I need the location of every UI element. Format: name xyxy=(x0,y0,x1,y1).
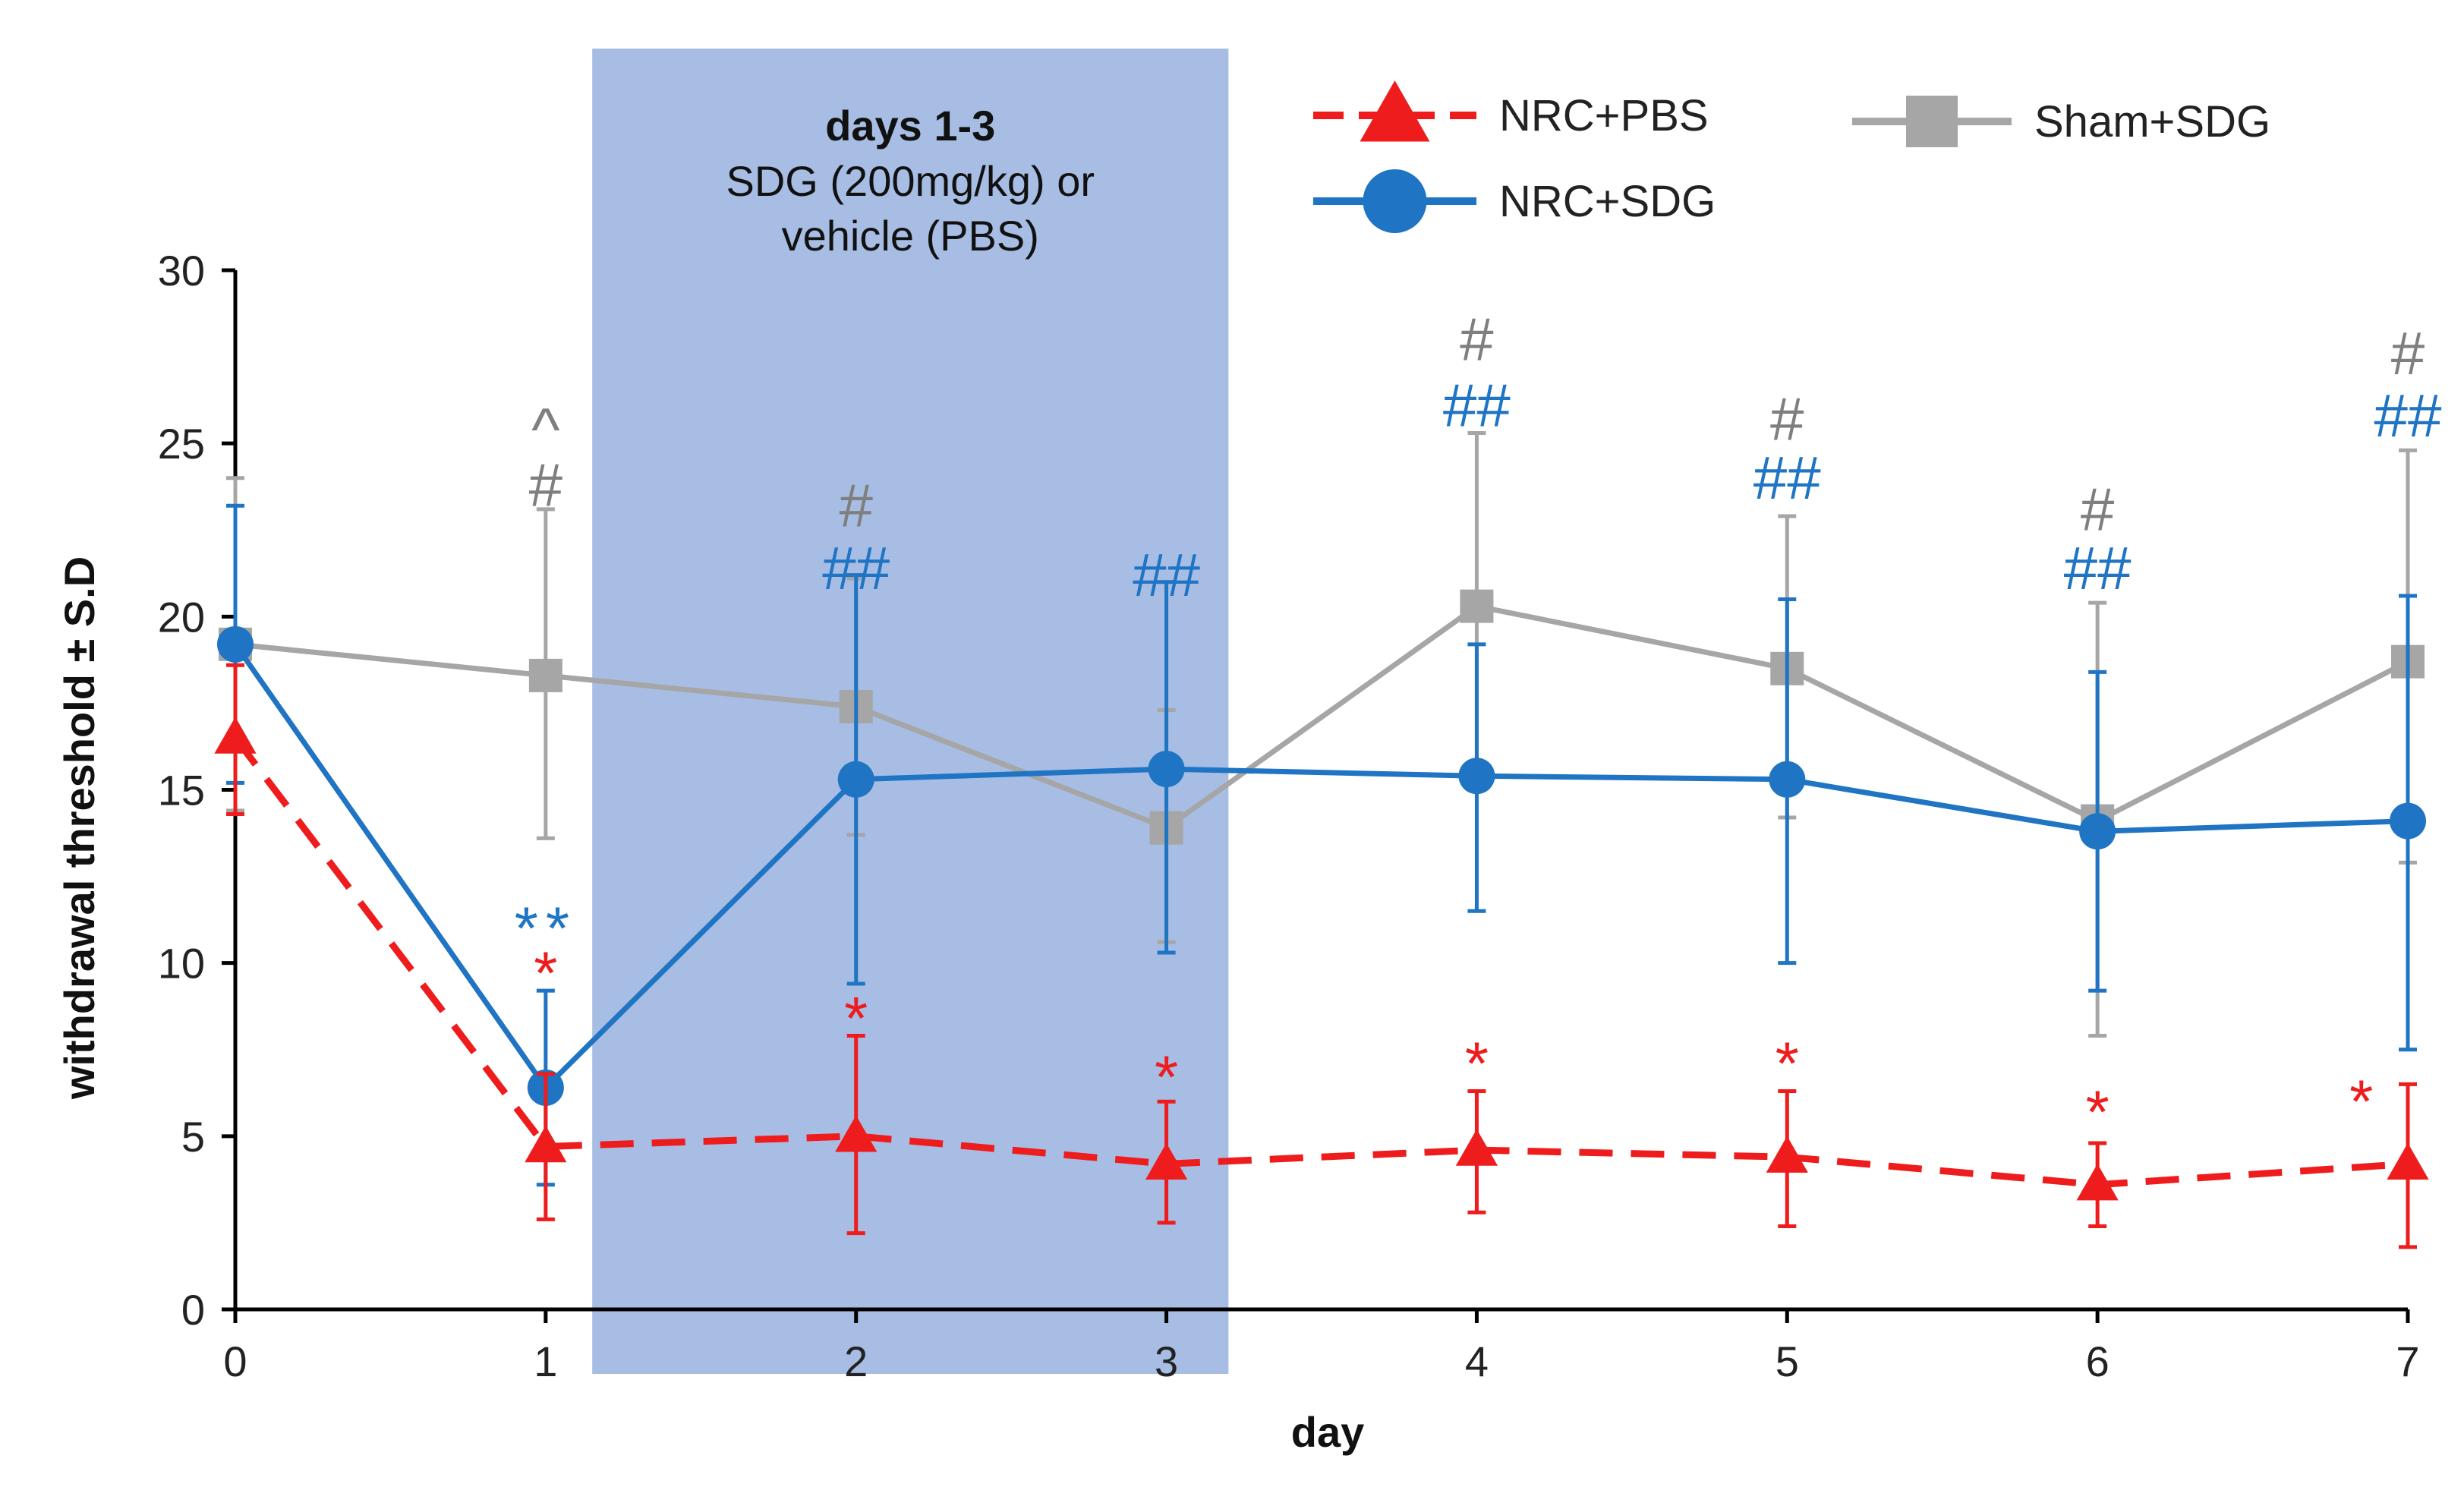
y-tick-label: 20 xyxy=(158,593,205,641)
y-tick-label: 0 xyxy=(181,1286,205,1334)
circle-marker xyxy=(1769,761,1806,798)
significance-mark: # xyxy=(1770,386,1804,453)
series-nrc-pbs xyxy=(214,663,2429,1249)
y-tick-label: 15 xyxy=(158,767,205,814)
significance-mark: # xyxy=(529,451,563,518)
significance-mark: ## xyxy=(822,534,890,602)
significance-mark: * xyxy=(1155,1044,1178,1111)
legend-item-sham-sdg: Sham+SDG xyxy=(1852,96,2270,147)
treatment-window-title: days 1-3 xyxy=(825,102,995,150)
legend-label: Sham+SDG xyxy=(2034,97,2270,146)
triangle-marker xyxy=(214,717,257,754)
legend: NRC+PBS NRC+SDG Sham+SDG xyxy=(1313,80,2270,233)
treatment-window-band xyxy=(592,49,1229,1374)
significance-mark: # xyxy=(1460,306,1494,373)
triangle-marker xyxy=(525,1125,567,1163)
triangle-marker xyxy=(2076,1164,2119,1201)
significance-mark: * xyxy=(534,940,557,1007)
circle-marker xyxy=(217,625,254,663)
circle-marker xyxy=(2390,802,2426,840)
legend-label: NRC+SDG xyxy=(1499,177,1716,226)
x-tick-label: 5 xyxy=(1776,1337,1799,1385)
series-nrc-sdg xyxy=(217,503,2426,1187)
treatment-window: days 1-3 SDG (200mg/kg) or vehicle (PBS) xyxy=(592,49,1229,1374)
significance-mark: # xyxy=(2391,320,2425,387)
significance-mark: * xyxy=(1776,1029,1799,1097)
x-tick-label: 4 xyxy=(1465,1337,1489,1385)
square-marker xyxy=(1460,589,1494,623)
circle-marker xyxy=(837,761,874,798)
x-tick-label: 6 xyxy=(2086,1337,2110,1385)
axes: withdrawal threshold ± S.D day 051015202… xyxy=(55,247,2420,1456)
y-tick-label: 10 xyxy=(158,940,205,988)
y-tick-label: 30 xyxy=(158,247,205,295)
significance-annotations: ^#***###*##*###*###*###*###* xyxy=(515,306,2442,1146)
significance-mark: * xyxy=(2086,1078,2110,1145)
series-line-nrc-sdg xyxy=(233,642,2409,1091)
significance-mark: ## xyxy=(1133,541,1200,609)
significance-mark: # xyxy=(839,472,873,540)
x-tick-label: 7 xyxy=(2396,1337,2419,1385)
triangle-marker xyxy=(1766,1136,1808,1173)
significance-mark: ## xyxy=(2374,382,2442,449)
circle-marker xyxy=(2079,813,2116,850)
significance-mark: ## xyxy=(2064,534,2132,602)
significance-mark: * xyxy=(2349,1068,2373,1136)
significance-mark: ## xyxy=(1443,371,1511,439)
triangle-marker xyxy=(1145,1142,1188,1180)
significance-mark: ^ xyxy=(531,395,560,463)
square-marker xyxy=(1906,96,1958,147)
x-axis-title: day xyxy=(1291,1408,1365,1456)
treatment-window-line-1: SDG (200mg/kg) or xyxy=(726,157,1095,205)
circle-marker xyxy=(1458,758,1495,795)
y-tick-label: 5 xyxy=(181,1113,205,1161)
treatment-window-line-2: vehicle (PBS) xyxy=(782,212,1039,260)
circle-marker xyxy=(1148,751,1185,788)
significance-mark: ## xyxy=(1753,444,1821,512)
triangle-marker xyxy=(2387,1142,2429,1180)
series xyxy=(214,430,2429,1249)
legend-item-nrc-pbs: NRC+PBS xyxy=(1313,80,1709,142)
triangle-marker xyxy=(1455,1129,1498,1166)
significance-mark: * xyxy=(1465,1029,1489,1097)
significance-mark: # xyxy=(2081,475,2115,543)
series-line-nrc-pbs xyxy=(232,736,2409,1189)
series-line-sham-sdg xyxy=(235,603,2409,831)
x-tick-label: 0 xyxy=(223,1337,247,1385)
legend-label: NRC+PBS xyxy=(1499,91,1709,140)
circle-marker xyxy=(1363,169,1427,233)
x-tick-label: 1 xyxy=(534,1337,557,1385)
y-axis-title: withdrawal threshold ± S.D xyxy=(55,556,103,1100)
y-tick-label: 25 xyxy=(158,420,205,468)
x-tick-label: 2 xyxy=(844,1337,868,1385)
triangle-marker xyxy=(1360,80,1430,142)
legend-item-nrc-sdg: NRC+SDG xyxy=(1313,169,1716,233)
triangle-marker xyxy=(835,1115,878,1152)
significance-mark: ** xyxy=(515,894,577,962)
square-marker xyxy=(528,658,562,692)
significance-mark: * xyxy=(844,985,868,1052)
x-tick-label: 3 xyxy=(1155,1337,1178,1385)
